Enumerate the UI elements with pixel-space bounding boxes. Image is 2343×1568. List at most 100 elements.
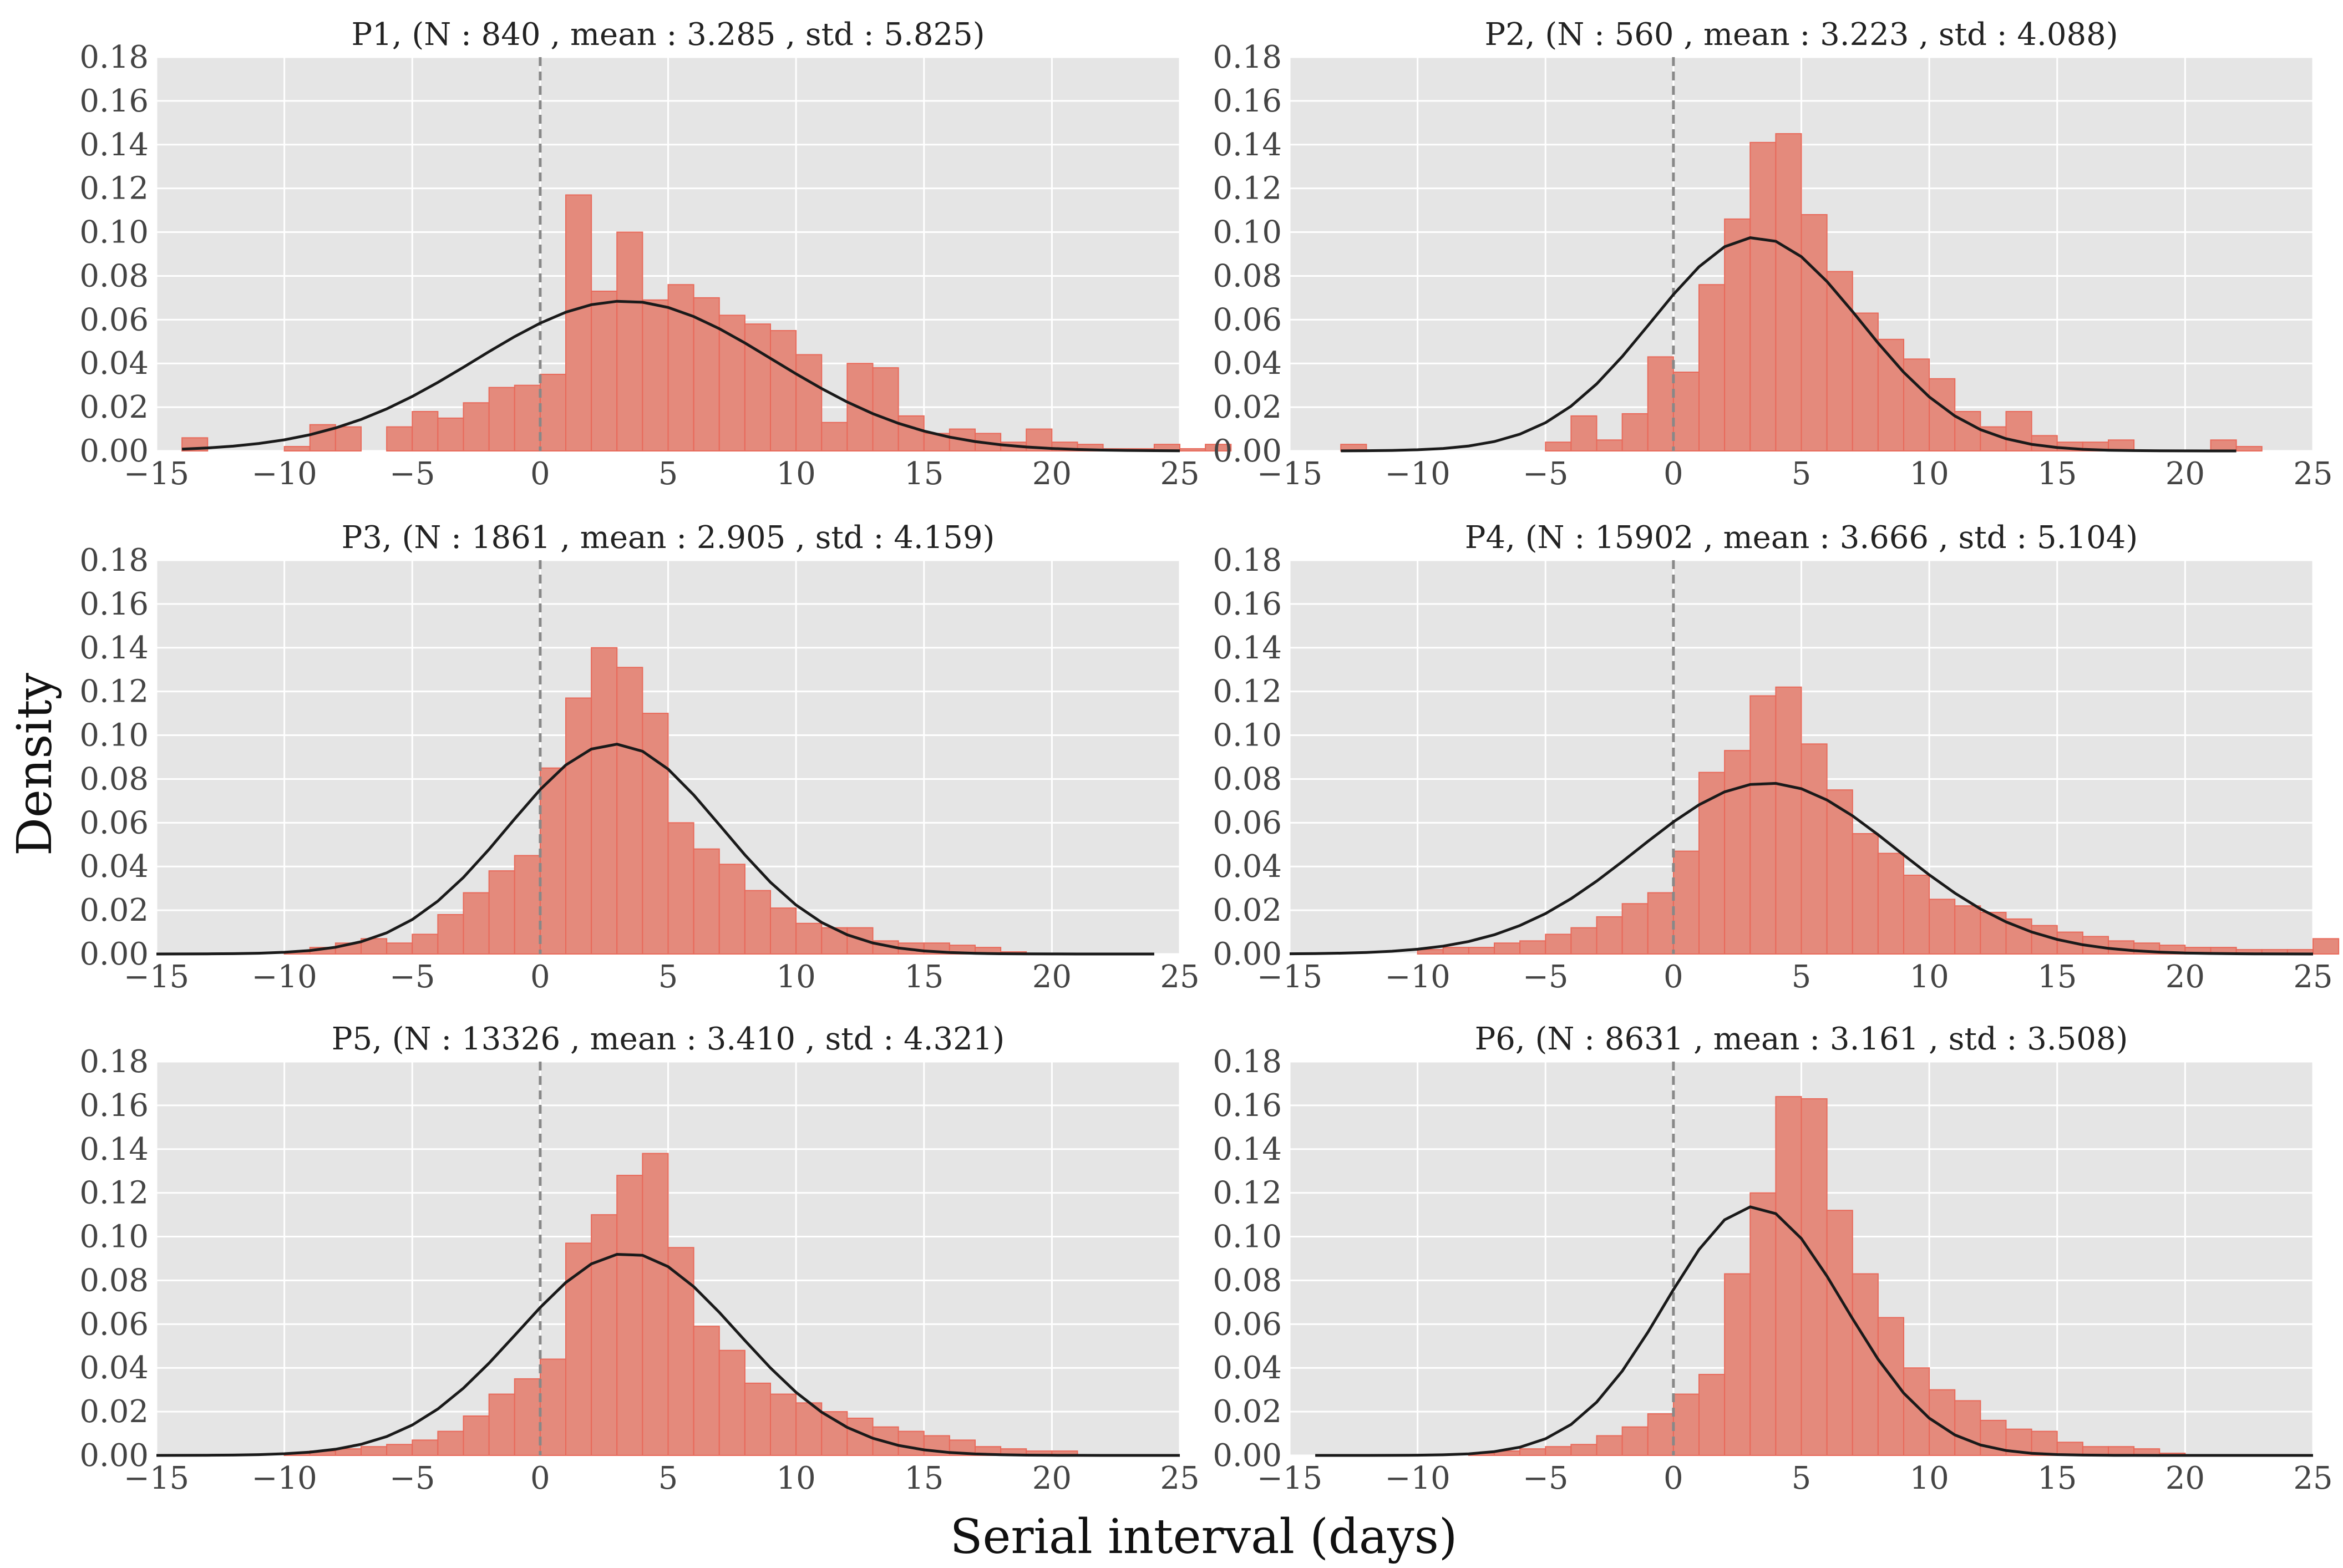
histogram-bar (2210, 439, 2237, 451)
x-tick-label: −10 (1385, 1460, 1451, 1496)
histogram-bar (1545, 442, 1572, 452)
y-tick-label: 0.02 (79, 1394, 149, 1430)
histogram-bar (463, 402, 490, 452)
histogram-bar (795, 354, 823, 452)
panel-title: P6, (N : 8631 , mean : 3.161 , std : 3.5… (1475, 1021, 2128, 1057)
histogram-bar (386, 942, 413, 955)
histogram-bar (1205, 444, 1232, 452)
x-tick-label: −10 (1385, 456, 1451, 492)
x-tick-label: 15 (2037, 1460, 2077, 1496)
y-tick-label: 0.10 (1213, 718, 1282, 754)
histogram-bar (718, 314, 746, 452)
histogram-bar (1852, 833, 1879, 955)
histogram-bar (2031, 925, 2058, 955)
normal-fit-curve (156, 743, 1154, 956)
x-tick-label: 20 (2166, 959, 2205, 995)
y-tick-label: 0.08 (1213, 258, 1282, 294)
y-tick-label: 0.00 (79, 1438, 149, 1474)
x-tick-label: 5 (658, 1460, 678, 1496)
histogram-bar (412, 411, 439, 451)
x-tick-label: 15 (904, 1460, 944, 1496)
y-tick-label: 0.10 (1213, 1219, 1282, 1255)
normal-fit-curve (1289, 782, 2314, 956)
histogram-bar (1801, 743, 1828, 955)
histogram-bar (2031, 1430, 2058, 1456)
histogram-bar (1929, 1389, 1956, 1457)
panel-5: 0.00 0.02 0.04 0.06 0.08 0.10 0.12 0.14 0.16 0.18… (79, 1021, 1199, 1496)
histogram-bar (1570, 415, 1598, 452)
histogram-bar (386, 1444, 413, 1457)
x-tick-label: 0 (530, 1460, 550, 1496)
y-tick-label: 0.04 (79, 346, 149, 382)
x-tick-label: 20 (1032, 959, 1072, 995)
y-tick-label: 0.04 (1213, 346, 1282, 382)
panel-1: 0.00 0.02 0.04 0.06 0.08 0.10 0.12 0.14 0.16 0.18… (79, 17, 1232, 492)
y-tick-label: 0.02 (1213, 389, 1282, 425)
histogram-bar (718, 864, 746, 955)
y-tick-label: 0.02 (79, 892, 149, 928)
histogram-bar (872, 367, 899, 451)
histogram-bar (1749, 1192, 1777, 1457)
histogram-bar (539, 373, 566, 452)
histogram-bar (846, 363, 874, 451)
histogram-bar (1749, 141, 1777, 452)
x-tick-label: 15 (2037, 456, 2077, 492)
histogram-bar (412, 1439, 439, 1457)
x-tick-label: 10 (776, 1460, 815, 1496)
x-tick-label: 5 (1792, 959, 1812, 995)
y-tick-label: 0.06 (1213, 805, 1282, 841)
histogram-bar (1775, 686, 1802, 955)
histogram-bar (1903, 358, 1930, 451)
y-tick-label: 0.14 (1213, 1131, 1282, 1168)
y-tick-label: 0.00 (1213, 936, 1282, 972)
histogram-bar (1621, 413, 1649, 452)
normal-fit-curve (1341, 236, 2236, 453)
y-tick-label: 0.02 (1213, 1394, 1282, 1430)
x-tick-label: 25 (1160, 959, 1199, 995)
histogram-bar (642, 713, 669, 955)
x-tick-label: −5 (389, 1460, 435, 1496)
normal-fit-curve (156, 1252, 1180, 1457)
histogram-bar (1826, 789, 1853, 955)
y-tick-label: 0.12 (79, 1175, 149, 1211)
y-tick-label: 0.16 (79, 83, 149, 119)
histogram-bar (1826, 1210, 1853, 1456)
histogram-bar (2005, 411, 2032, 451)
y-tick-label: 0.14 (79, 127, 149, 163)
histogram-bar (1570, 1444, 1598, 1457)
normal-fit-curve (181, 300, 1180, 453)
histogram-bar (1545, 1446, 1572, 1456)
y-tick-label: 0.04 (79, 849, 149, 885)
histogram-bar (616, 667, 643, 955)
histogram-bar (1929, 899, 1956, 955)
panel-title: P3, (N : 1861 , mean : 2.905 , std : 4.1… (342, 520, 995, 556)
x-tick-label: 20 (2166, 1460, 2205, 1496)
histogram-bar (463, 892, 490, 955)
y-tick-label: 0.10 (79, 1219, 149, 1255)
x-tick-label: −15 (124, 456, 189, 492)
x-tick-label: 25 (1160, 1460, 1199, 1496)
y-tick-label: 0.06 (1213, 1306, 1282, 1342)
x-tick-label: 0 (530, 959, 550, 995)
y-tick-label: 0.00 (79, 433, 149, 469)
y-tick-label: 0.00 (79, 936, 149, 972)
y-tick-label: 0.16 (79, 1088, 149, 1124)
histogram-bar (693, 297, 720, 452)
histogram-bar (488, 1393, 515, 1457)
histogram-bar (1698, 1374, 1726, 1457)
histogram-bar (1903, 1367, 1930, 1456)
x-tick-label: 25 (1160, 456, 1199, 492)
y-tick-label: 0.00 (1213, 1438, 1282, 1474)
panels-group: 0.00 0.02 0.04 0.06 0.08 0.10 0.12 0.14 0.16 0.18… (79, 17, 2340, 1496)
histogram-bar (1596, 916, 1623, 955)
histogram-bar (1724, 218, 1751, 451)
y-tick-label: 0.10 (79, 215, 149, 251)
y-tick-label: 0.08 (79, 761, 149, 797)
histogram-bar (693, 1326, 720, 1457)
histogram-bar (1468, 947, 1495, 955)
y-tick-label: 0.18 (79, 1044, 149, 1080)
panel-6: 0.00 0.02 0.04 0.06 0.08 0.10 0.12 0.14 0.16 0.18… (1213, 1021, 2332, 1496)
histogram-bar (642, 299, 669, 451)
y-tick-label: 0.12 (1213, 171, 1282, 207)
